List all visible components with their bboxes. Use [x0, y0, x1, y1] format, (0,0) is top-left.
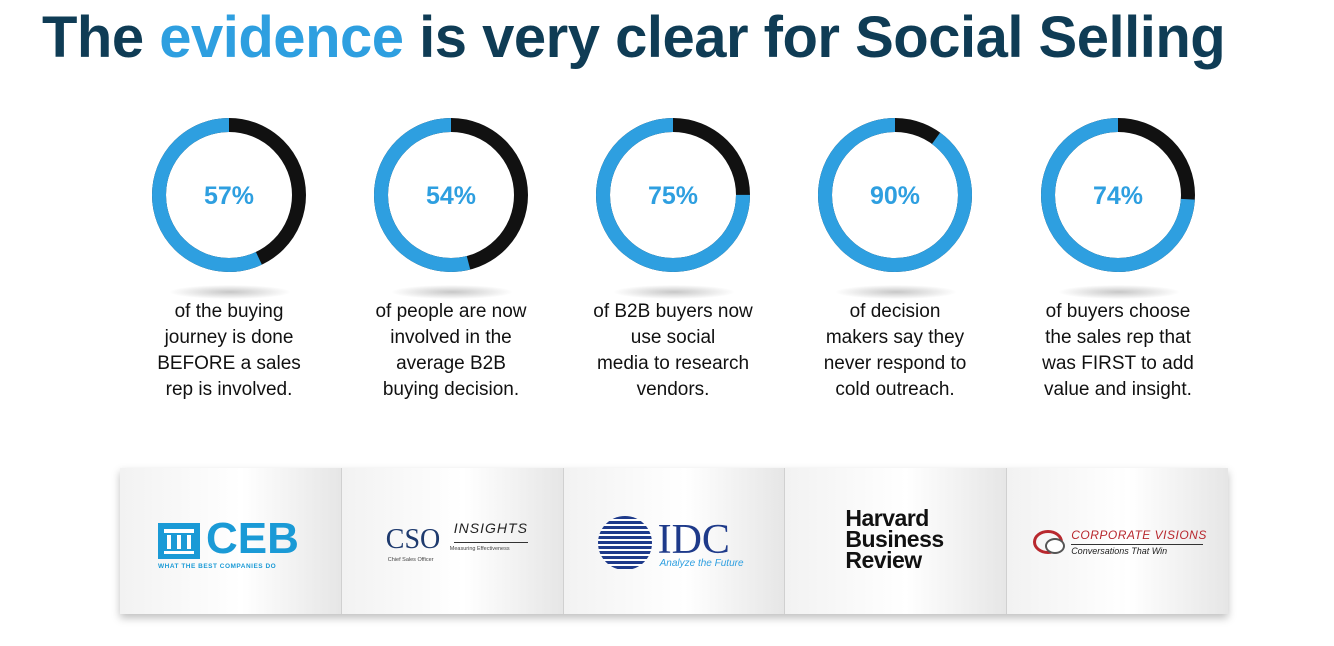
title-text-end: is very clear for Social Selling [419, 5, 1226, 70]
stat-description: of decision makers say they never respon… [823, 301, 967, 400]
stat-description: of the buying journey is done BEFORE a s… [157, 301, 301, 400]
progress-ring: 75% [596, 118, 750, 272]
cso-subtitle: Chief Sales Officer [387, 557, 434, 563]
ring-progress-arc [596, 118, 750, 272]
stat-5: 74% of buyers choose the sales rep that … [1003, 115, 1233, 403]
ceb-wordmark: CEB [206, 514, 299, 563]
corporate-visions-logo: CORPORATE VISIONS Conversations That Win [1007, 468, 1228, 614]
page-title: The evidence is very clear for Social Se… [42, 4, 1226, 71]
divider [453, 542, 528, 543]
stat-4: 90% of decision makers say they never re… [780, 115, 1010, 403]
title-text-start: The [42, 5, 144, 70]
cso-small-text: Measuring Effectiveness [449, 546, 510, 552]
stat-description: of B2B buyers now use social media to re… [593, 301, 753, 400]
idc-wordmark: IDC [657, 517, 730, 563]
percentage-value: 75% [648, 182, 698, 210]
percentage-value: 54% [426, 182, 476, 210]
stat-2: 54% of people are now involved in the av… [336, 115, 566, 403]
globe-icon [597, 516, 652, 570]
stat-description: of people are now involved in the averag… [375, 301, 527, 400]
percentage-value: 57% [204, 182, 254, 210]
idc-tagline: Analyze the Future [659, 558, 744, 569]
hbr-logo: Harvard Business Review [785, 468, 1008, 614]
stat-3: 75% of B2B buyers now use social media t… [558, 115, 788, 403]
divider [1071, 544, 1204, 545]
cso-wordmark: CSO [385, 524, 441, 555]
ring-progress-arc [152, 118, 306, 272]
ring-shadow [614, 285, 734, 299]
percentage-value: 90% [870, 182, 920, 210]
ceb-logo: CEB WHAT THE BEST COMPANIES DO [120, 468, 342, 614]
progress-ring: 90% [818, 118, 972, 272]
idc-logo: IDC Analyze the Future [563, 468, 786, 614]
cso-insights-logo: CSO INSIGHTS Measuring Effectiveness Chi… [341, 468, 564, 614]
cso-insights-text: INSIGHTS [453, 520, 528, 536]
cv-tagline: Conversations That Win [1071, 546, 1168, 556]
hbr-wordmark: Harvard Business Review [845, 505, 944, 573]
title-highlight: evidence [159, 5, 404, 70]
ring-progress-arc [374, 118, 528, 272]
progress-ring: 54% [374, 118, 528, 272]
cv-wordmark: CORPORATE VISIONS [1071, 528, 1207, 542]
progress-ring: 74% [1041, 118, 1195, 272]
stat-1: 57% of the buying journey is done BEFORE… [114, 115, 344, 403]
ceb-tagline: WHAT THE BEST COMPANIES DO [158, 563, 277, 570]
ring-shadow [836, 285, 956, 299]
stat-description: of buyers choose the sales rep that was … [1042, 301, 1194, 400]
ring-shadow [392, 285, 512, 299]
building-icon [158, 523, 200, 559]
percentage-value: 74% [1093, 182, 1143, 210]
sources-strip: CEB WHAT THE BEST COMPANIES DO CSO INSIG… [120, 468, 1228, 614]
ring-progress-arc [1041, 118, 1195, 272]
ring-progress-arc [818, 118, 972, 272]
progress-ring: 57% [152, 118, 306, 272]
ring-shadow [170, 285, 290, 299]
speech-bubble-icon [1045, 538, 1066, 554]
ring-shadow [1059, 285, 1179, 299]
